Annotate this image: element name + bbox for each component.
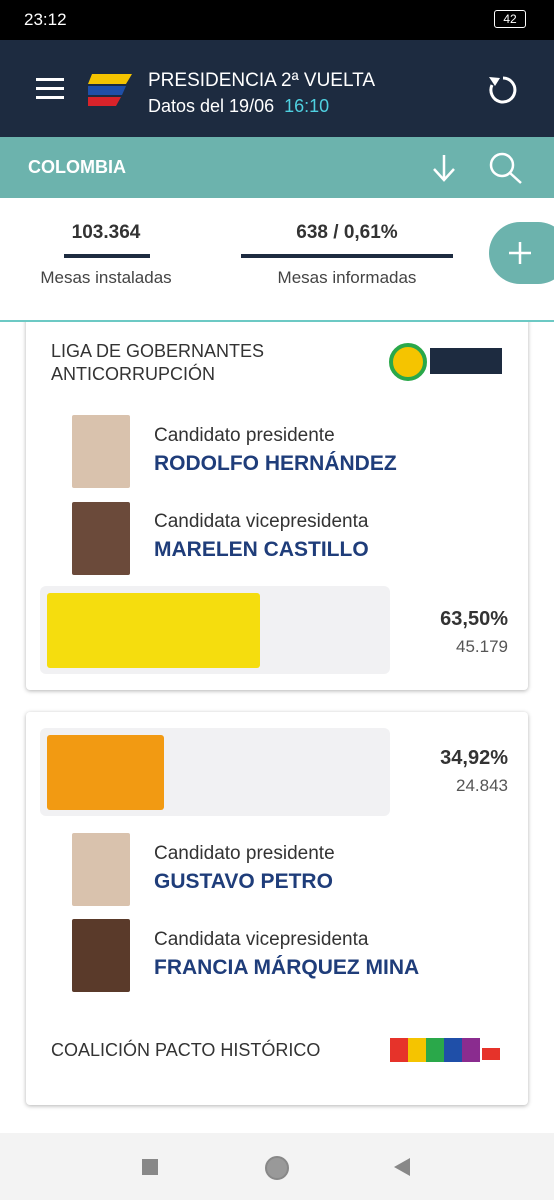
header-subtitle: Datos del 19/06 16:10 bbox=[148, 96, 329, 117]
candidate-photo bbox=[72, 415, 130, 488]
candidate-name: MARELEN CASTILLO bbox=[154, 538, 369, 561]
percent: 63,50% bbox=[440, 608, 508, 630]
result-track bbox=[40, 586, 390, 674]
location[interactable]: COLOMBIA bbox=[28, 157, 126, 177]
stat-value: 103.364 bbox=[71, 222, 141, 243]
candidate-photo bbox=[72, 919, 130, 992]
candidate-card: LIGA DE GOBERNANTES ANTICORRUPCIÓN Candi… bbox=[26, 300, 528, 690]
party-name: COALICIÓN PACTO HISTÓRICO bbox=[51, 1040, 321, 1060]
logo bbox=[88, 74, 132, 106]
candidate-role: Candidata vicepresidenta bbox=[154, 511, 369, 532]
stat-value: 638 / 0,61% bbox=[296, 222, 398, 243]
stat-label: Mesas informadas bbox=[277, 268, 417, 287]
back-button[interactable] bbox=[392, 1157, 412, 1177]
candidate-role: Candidato presidente bbox=[154, 425, 335, 446]
recents-button[interactable] bbox=[140, 1157, 160, 1177]
party-name: LIGA DE GOBERNANTES ANTICORRUPCIÓN bbox=[51, 341, 265, 384]
update-time: 16:10 bbox=[284, 96, 330, 116]
download-icon[interactable] bbox=[430, 153, 458, 183]
add-button[interactable] bbox=[489, 222, 554, 284]
candidate-role: Candidato presidente bbox=[154, 843, 335, 864]
stat-underline bbox=[64, 254, 150, 258]
result-bar bbox=[47, 593, 261, 668]
location-bar: COLOMBIA bbox=[0, 137, 554, 198]
candidate-photo bbox=[72, 833, 130, 906]
votes: 24.843 bbox=[456, 776, 508, 795]
candidate-role: Candidata vicepresidenta bbox=[154, 929, 369, 950]
header-title: PRESIDENCIA 2ª VUELTA bbox=[148, 70, 376, 91]
party-logo bbox=[390, 1038, 500, 1062]
refresh-button[interactable] bbox=[486, 73, 520, 107]
battery: 42 bbox=[494, 10, 526, 28]
home-button[interactable] bbox=[263, 1154, 291, 1182]
candidate-card: 34,92% 24.843 Candidato presidente GUSTA… bbox=[26, 712, 528, 1105]
result-bar bbox=[47, 735, 165, 810]
stat-underline bbox=[241, 254, 453, 258]
nav-bar bbox=[0, 1133, 554, 1200]
result-track bbox=[40, 728, 390, 816]
candidate-photo bbox=[72, 502, 130, 575]
header: PRESIDENCIA 2ª VUELTA Datos del 19/06 16… bbox=[0, 40, 554, 137]
clock: 23:12 bbox=[24, 10, 67, 29]
stats: 103.364 Mesas instaladas 638 / 0,61% Mes… bbox=[0, 198, 554, 322]
menu-icon[interactable] bbox=[36, 78, 66, 100]
status-bar: 23:12 42 bbox=[0, 0, 554, 40]
candidate-name: FRANCIA MÁRQUEZ MINA bbox=[154, 956, 420, 979]
candidate-name: RODOLFO HERNÁNDEZ bbox=[154, 452, 397, 475]
date: Datos del 19/06 bbox=[148, 96, 275, 116]
votes: 45.179 bbox=[456, 637, 508, 656]
search-icon[interactable] bbox=[488, 151, 524, 185]
candidate-name: GUSTAVO PETRO bbox=[154, 870, 333, 893]
stat-label: Mesas instaladas bbox=[40, 268, 172, 287]
party-logo bbox=[389, 343, 502, 381]
percent: 34,92% bbox=[440, 747, 508, 769]
